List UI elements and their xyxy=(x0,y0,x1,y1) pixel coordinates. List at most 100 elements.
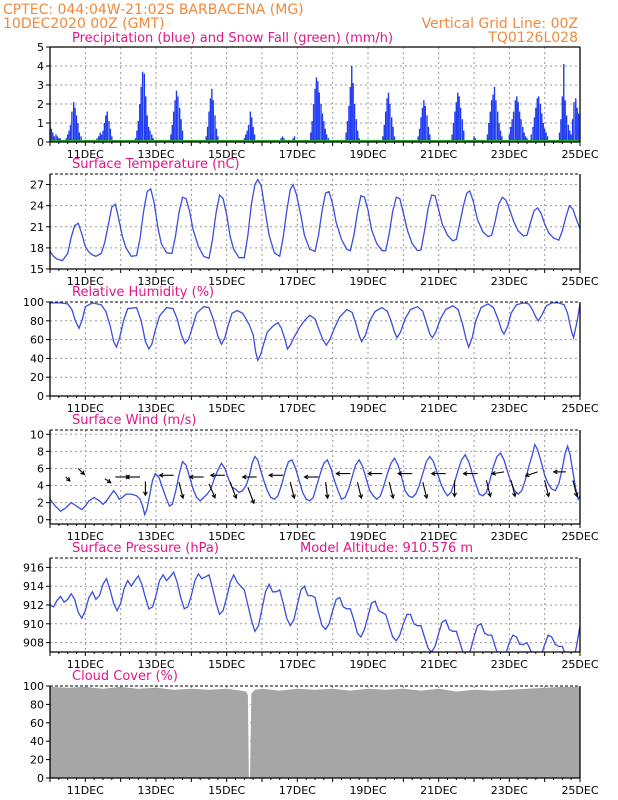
wind-xtick-label: 23DEC xyxy=(491,530,528,543)
wind-arrowhead xyxy=(250,499,255,505)
wind-arrowhead xyxy=(324,494,330,500)
pressure-xtick-label: 17DEC xyxy=(279,658,316,671)
precip-bar xyxy=(575,98,577,142)
precip-bar xyxy=(139,104,141,142)
precip-xtick-label: 23DEC xyxy=(491,148,528,161)
wind-arrowhead xyxy=(209,472,215,478)
cloud-ytick-label: 20 xyxy=(30,754,44,767)
model-altitude: Model Altitude: 910.576 m xyxy=(300,541,473,556)
cloud-ytick-label: 40 xyxy=(30,735,44,748)
precip-bar xyxy=(140,86,142,142)
precip-bar xyxy=(320,104,322,142)
precip-bar xyxy=(423,100,425,142)
humidity-ytick-label: 20 xyxy=(30,371,44,384)
pressure-ytick-label: 910 xyxy=(23,618,44,631)
precip-bar xyxy=(325,134,328,142)
pressure-ytick-label: 916 xyxy=(23,561,44,574)
precip-bar xyxy=(103,123,106,142)
precip-bar xyxy=(151,134,153,142)
precip-bar xyxy=(247,124,250,142)
precip-xtick-label: 25DEC xyxy=(561,148,598,161)
wind-arrow xyxy=(104,478,112,484)
temperature-xtick-label: 23DEC xyxy=(491,275,528,288)
precip-bar xyxy=(253,134,256,142)
humidity-ytick-label: 100 xyxy=(23,296,44,309)
precip-bar xyxy=(492,94,494,142)
cloud-xtick-label: 25DEC xyxy=(561,784,598,797)
wind-arrowhead xyxy=(552,469,558,475)
wind-arrowhead xyxy=(211,493,216,499)
precip-bar xyxy=(564,100,566,142)
precip-bar xyxy=(211,88,213,142)
pressure-xtick-label: 11DEC xyxy=(67,658,104,671)
precip-bar xyxy=(181,130,184,142)
precip-bar xyxy=(511,119,513,142)
pressure-xtick-label: 25DEC xyxy=(561,658,598,671)
precip-bar xyxy=(353,104,356,142)
temperature-xtick-label: 15DEC xyxy=(208,275,245,288)
precip-bar xyxy=(510,126,512,142)
precip-bar xyxy=(541,113,543,142)
pressure-xtick-label: 15DEC xyxy=(208,658,245,671)
humidity-ytick-label: 0 xyxy=(37,390,44,403)
precip-bar xyxy=(215,128,218,142)
precip-bar xyxy=(530,134,532,142)
precip-bar xyxy=(323,121,325,142)
wind-ytick-label: 8 xyxy=(37,445,44,458)
precip-bar xyxy=(74,107,76,142)
temperature-title: Surface Temperature (nC) xyxy=(72,157,240,172)
precip-bar xyxy=(384,111,387,142)
precip-bar xyxy=(77,123,79,142)
precip-bar xyxy=(426,115,428,142)
precip-bar xyxy=(351,66,353,142)
pressure-xtick-label: 21DEC xyxy=(420,658,457,671)
precip-bar xyxy=(420,117,422,142)
precip-bar xyxy=(383,124,385,142)
cloud-xtick-label: 19DEC xyxy=(349,784,386,797)
precip-bar xyxy=(543,128,546,142)
cloud-xtick-label: 13DEC xyxy=(137,784,174,797)
wind-ytick-label: 10 xyxy=(30,428,44,441)
precip-bar xyxy=(71,111,73,142)
precip-bar xyxy=(177,96,179,142)
precip-bar xyxy=(429,134,431,142)
pressure-xtick-label: 13DEC xyxy=(137,658,174,671)
precip-bar xyxy=(389,104,391,142)
precip-xtick-label: 19DEC xyxy=(349,148,386,161)
precip-bar xyxy=(209,98,212,142)
wind-arrowhead xyxy=(80,470,86,476)
precip-bar xyxy=(424,105,426,142)
run-date: 10DEC2020 00Z (GMT) xyxy=(3,16,165,32)
precip-bar xyxy=(523,132,525,142)
wind-arrow xyxy=(289,481,295,499)
pressure-ytick-label: 914 xyxy=(23,580,44,593)
temperature-data xyxy=(50,178,580,262)
humidity-title: Relative Humidity (%) xyxy=(72,285,214,300)
grid-line-note: Vertical Grid Line: 00Z xyxy=(422,16,578,32)
pressure-title: Surface Pressure (hPa) xyxy=(72,541,219,556)
wind-arrow xyxy=(229,481,237,499)
humidity-xtick-label: 17DEC xyxy=(279,402,316,415)
precip-bar xyxy=(349,86,352,142)
precip-bar xyxy=(520,119,522,142)
precip-bar xyxy=(499,130,502,142)
precip-bar xyxy=(171,124,173,142)
wind-arrowhead xyxy=(268,472,273,478)
cloud-xtick-label: 23DEC xyxy=(491,784,528,797)
precip-bar xyxy=(324,128,326,142)
wind-arrowhead xyxy=(303,474,309,480)
wind-arrow xyxy=(544,480,550,497)
precip-bar xyxy=(455,102,458,142)
pressure-line xyxy=(50,570,580,652)
precip-bar xyxy=(50,128,53,142)
precip-bar xyxy=(546,136,549,142)
precip-bar xyxy=(463,130,465,142)
precip-bar xyxy=(149,130,151,142)
precip-bar xyxy=(312,104,315,142)
temperature-xtick-label: 13DEC xyxy=(137,275,174,288)
precip-bar xyxy=(535,107,537,142)
precip-bar xyxy=(68,130,70,142)
precip-ytick-label: 4 xyxy=(37,60,44,73)
humidity-xtick-label: 15DEC xyxy=(208,402,245,415)
